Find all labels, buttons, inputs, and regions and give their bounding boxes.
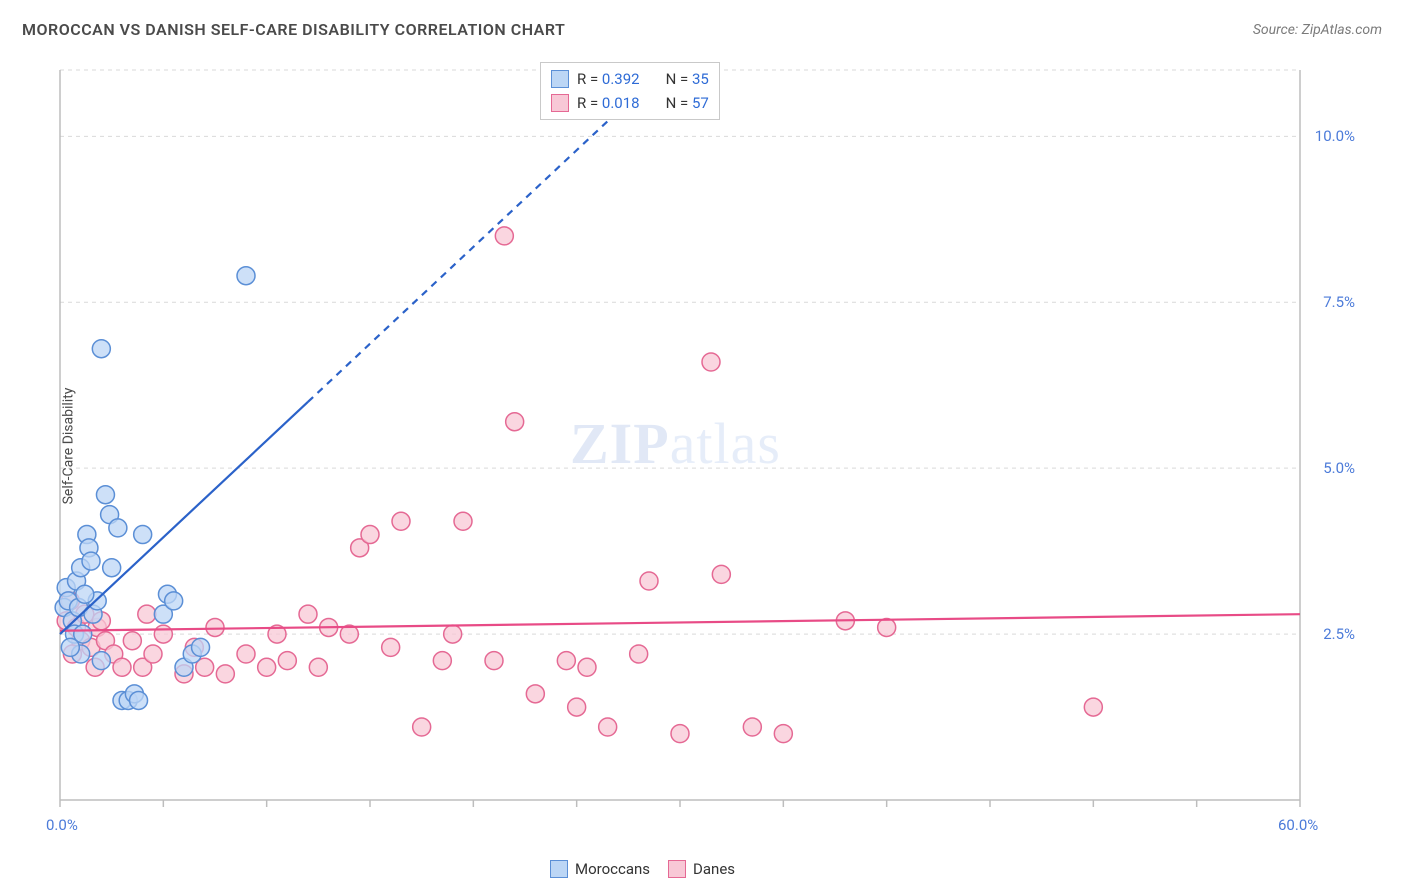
n-label: N = 35 [666,67,709,91]
scatter-chart-svg [50,60,1350,840]
legend-label: Moroccans [575,860,650,878]
legend-item: Danes [668,860,735,878]
r-label: R = 0.018 [577,91,640,115]
y-tick-label: 7.5% [1323,293,1355,311]
r-label: R = 0.392 [577,67,640,91]
x-axis-max-label: 60.0% [1278,816,1318,834]
legend-label: Danes [693,860,735,878]
stats-legend-row: R = 0.392 N = 35 [551,67,709,91]
stats-legend: R = 0.392 N = 35 R = 0.018 N = 57 [540,62,720,120]
legend-item: Moroccans [550,860,650,878]
stats-legend-row: R = 0.018 N = 57 [551,91,709,115]
legend-swatch [551,70,569,88]
y-tick-label: 10.0% [1315,127,1355,145]
y-tick-label: 2.5% [1323,625,1355,643]
chart-title: MOROCCAN VS DANISH SELF-CARE DISABILITY … [22,20,565,39]
legend-swatch [551,94,569,112]
plot-area: ZIPatlas R = 0.392N = 35R = 0.018N = 57 … [50,60,1350,840]
n-label: N = 57 [666,91,709,115]
y-tick-label: 5.0% [1323,459,1355,477]
x-axis-min-label: 0.0% [46,816,78,834]
series-legend: Moroccans Danes [550,860,735,878]
legend-swatch [550,860,568,878]
source-label: Source: ZipAtlas.com [1253,22,1382,38]
legend-swatch [668,860,686,878]
